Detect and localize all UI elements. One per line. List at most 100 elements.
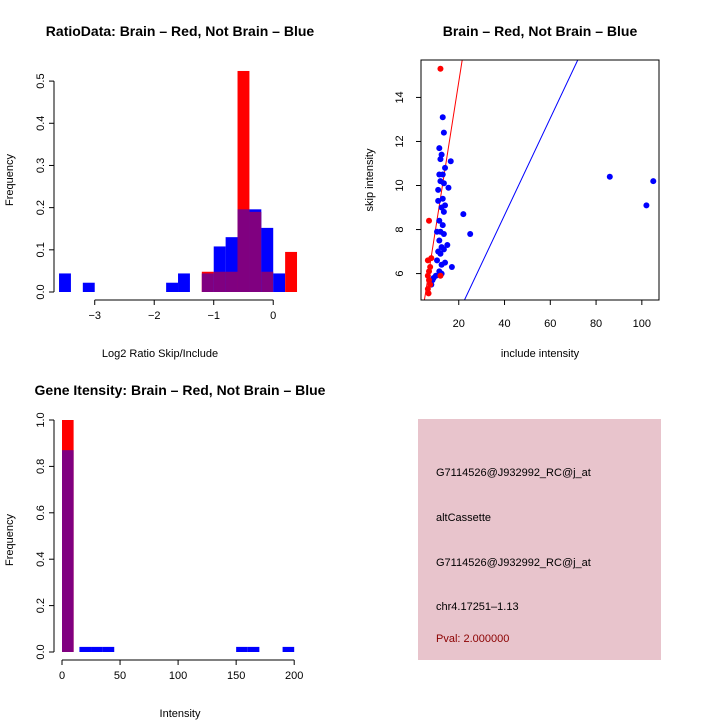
ratio-y-tick-label: 0.3 — [35, 158, 47, 173]
intensity-scatter-title: Brain – Red, Not Brain – Blue — [443, 23, 638, 39]
ratio-bar-brain — [285, 251, 298, 292]
ratio-bar-not-brain — [273, 273, 286, 292]
info-probe-id: G7114526@J932992_RC@j_at — [436, 467, 591, 479]
scatter-point-brain — [425, 290, 432, 297]
scatter-point-not-brain — [437, 250, 444, 257]
gene-x-tick-label: 100 — [169, 670, 187, 682]
scatter-point-brain — [428, 255, 435, 262]
ratio-bar-not-brain — [178, 273, 190, 292]
ratio-x-tick-label: −1 — [207, 310, 220, 322]
ratio-bar-overlap — [249, 211, 262, 292]
scatter-point-not-brain — [440, 208, 447, 215]
ratio-y-tick-label: 0.2 — [35, 200, 47, 215]
ratio-y-tick-label: 0.4 — [35, 116, 47, 131]
scatter-point-not-brain — [439, 171, 446, 178]
ratio-y-tick-label: 0.0 — [35, 284, 47, 299]
scatter-point-not-brain — [435, 197, 442, 204]
scatter-x-tick-label: 40 — [498, 318, 510, 330]
scatter-x-tick-label: 80 — [590, 318, 602, 330]
ratio-bar-not-brain — [213, 246, 226, 292]
ratio-bar-not-brain — [225, 237, 238, 292]
info-location: chr4.17251–1.13 — [436, 601, 519, 613]
gene-intensity-title: Gene Itensity: Brain – Red, Not Brain – … — [35, 382, 326, 398]
info-event-type: altCassette — [436, 512, 491, 524]
scatter-y-tick-label: 12 — [394, 135, 406, 147]
gene-bar-not-brain — [102, 646, 115, 652]
scatter-y-tick-label: 6 — [394, 271, 406, 277]
scatter-point-not-brain — [437, 156, 444, 163]
scatter-point-not-brain — [448, 263, 455, 270]
scatter-frame — [420, 59, 660, 301]
scatter-point-not-brain — [438, 204, 445, 211]
gene-y-tick-label: 0.2 — [35, 598, 47, 613]
gene-y-tick-label: 0.8 — [35, 459, 47, 474]
gene-bar-not-brain — [247, 646, 260, 652]
scatter-point-not-brain — [439, 222, 446, 229]
gene-y-tick-label: 0.6 — [35, 505, 47, 520]
ratio-histogram-title: RatioData: Brain – Red, Not Brain – Blue — [46, 23, 315, 39]
scatter-point-not-brain — [438, 261, 445, 268]
ratio-bar-not-brain — [166, 282, 179, 292]
ratio-bar-brain — [237, 70, 250, 292]
scatter-point-not-brain — [440, 180, 447, 187]
ratio-bar-overlap — [213, 271, 226, 292]
info-pval: Pval: 2.000000 — [436, 633, 509, 645]
gene-x-tick-label: 150 — [227, 670, 245, 682]
gene-intensity-ylabel: Frequency — [4, 514, 16, 566]
scatter-point-not-brain — [444, 241, 451, 248]
ratio-x-tick-label: 0 — [270, 310, 276, 322]
ratio-bar-overlap — [237, 209, 250, 292]
scatter-point-not-brain — [445, 184, 452, 191]
scatter-point-not-brain — [439, 195, 446, 202]
gene-bar-not-brain — [282, 646, 295, 652]
gene-y-tick-label: 0.0 — [35, 644, 47, 659]
scatter-x-tick-label: 20 — [453, 318, 465, 330]
ratio-y-tick-label: 0.5 — [35, 73, 47, 88]
gene-bar-not-brain — [79, 646, 92, 652]
scatter-point-not-brain — [435, 186, 442, 193]
gene-x-tick-label: 200 — [285, 670, 303, 682]
scatter-point-not-brain — [650, 178, 657, 185]
scatter-point-not-brain — [440, 230, 447, 237]
scatter-point-not-brain — [439, 114, 446, 121]
scatter-point-brain — [426, 217, 433, 224]
ratio-bar-not-brain — [59, 273, 71, 292]
gene-bar-not-brain — [91, 646, 103, 652]
ratio-bar-not-brain — [82, 282, 95, 292]
scatter-point-brain — [424, 285, 431, 292]
scatter-point-not-brain — [436, 145, 443, 152]
intensity-scatter-ylabel: skip intensity — [364, 148, 376, 211]
info-probe-id-2: G7114526@J932992_RC@j_at — [436, 557, 591, 569]
scatter-point-not-brain — [436, 217, 443, 224]
ratio-bar-overlap — [201, 273, 214, 292]
ratio-histogram: RatioData: Brain – Red, Not Brain – Blue… — [4, 23, 314, 360]
gene-bar-overlap — [62, 450, 74, 652]
scatter-point-brain — [427, 281, 434, 288]
scatter-point-not-brain — [440, 246, 447, 253]
scatter-point-not-brain — [460, 211, 467, 218]
scatter-y-tick-label: 8 — [394, 226, 406, 232]
ratio-bar-overlap — [225, 271, 238, 292]
info-panel-background — [418, 419, 661, 660]
gene-intensity-xlabel: Intensity — [160, 708, 201, 720]
ratio-x-tick-label: −3 — [88, 310, 101, 322]
ratio-bar-overlap — [261, 271, 274, 292]
scatter-x-tick-label: 100 — [633, 318, 651, 330]
scatter-point-not-brain — [447, 158, 454, 165]
scatter-point-not-brain — [434, 257, 441, 264]
ratio-bar-not-brain — [261, 227, 274, 292]
scatter-point-not-brain — [442, 164, 449, 171]
info-panel: G7114526@J932992_RC@j_at altCassette G71… — [418, 419, 661, 660]
scatter-y-tick-label: 14 — [394, 91, 406, 103]
ratio-histogram-xlabel: Log2 Ratio Skip/Include — [102, 348, 218, 360]
scatter-point-not-brain — [467, 230, 474, 237]
scatter-y-tick-label: 10 — [394, 179, 406, 191]
scatter-x-tick-label: 60 — [544, 318, 556, 330]
scatter-point-not-brain — [436, 237, 443, 244]
gene-x-tick-label: 0 — [59, 670, 65, 682]
intensity-scatter-xlabel: include intensity — [501, 348, 580, 360]
ratio-histogram-ylabel: Frequency — [4, 154, 16, 206]
gene-y-tick-label: 1.0 — [35, 412, 47, 427]
scatter-point-brain — [437, 65, 444, 72]
